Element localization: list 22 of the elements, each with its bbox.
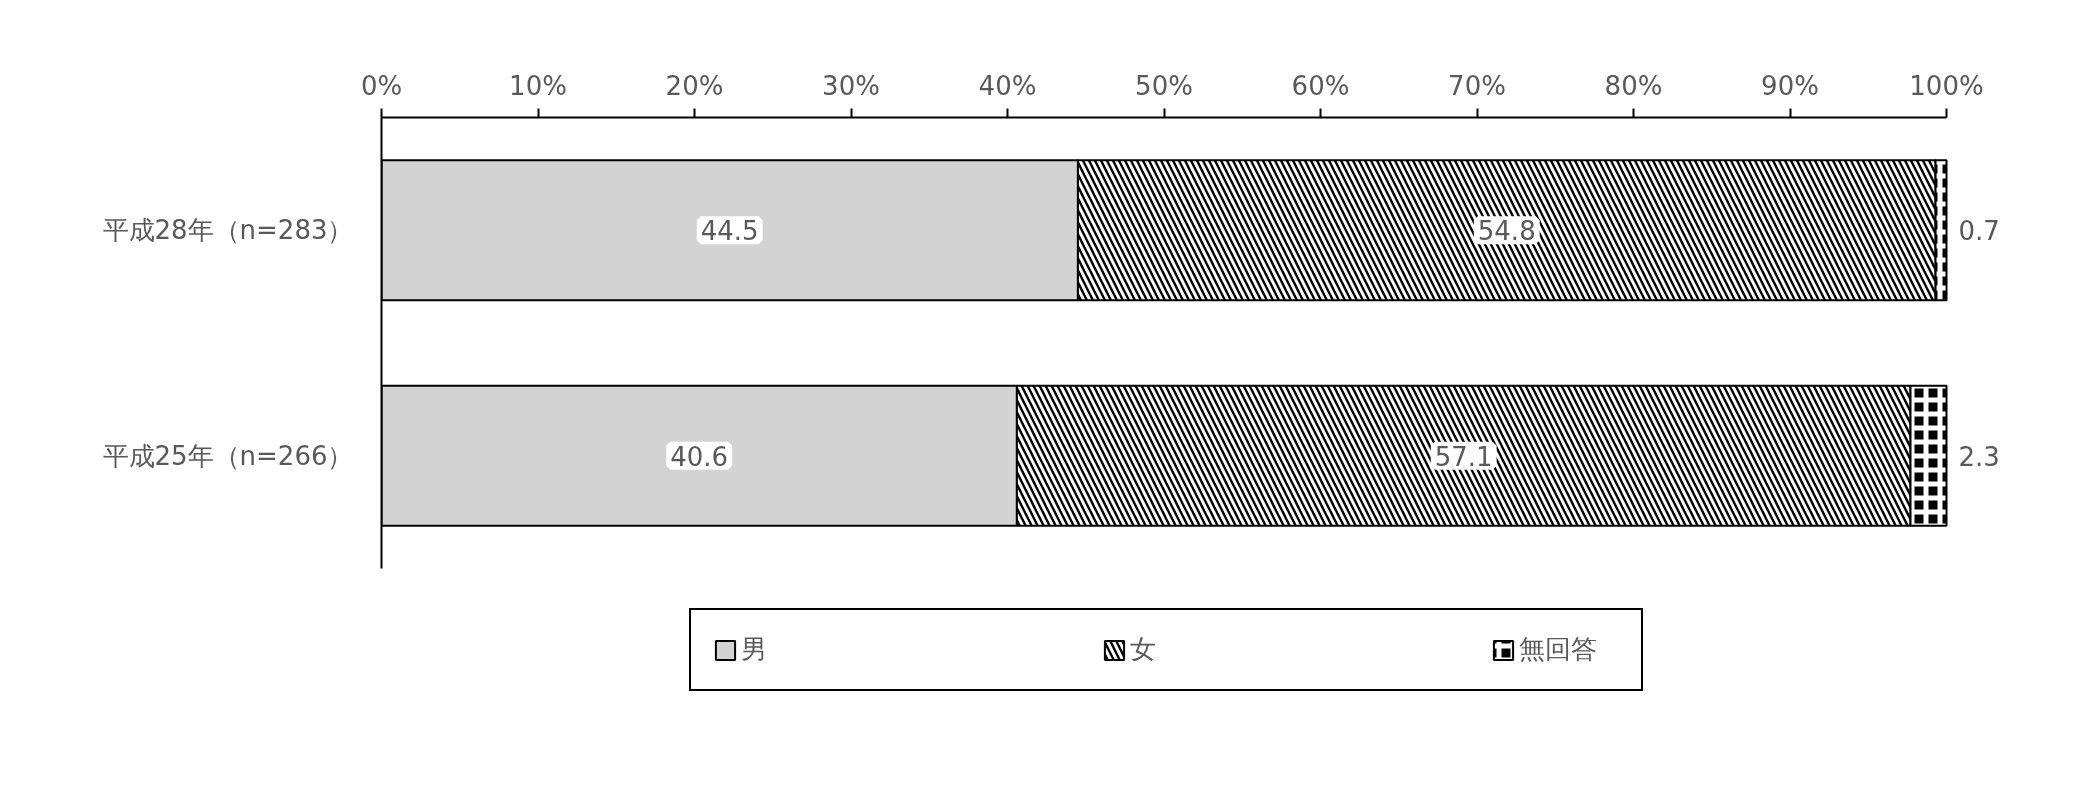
legend-label: 無回答	[1518, 633, 1598, 666]
legend-label: 女	[1129, 633, 1157, 666]
x-tick-label: 60%	[1291, 70, 1350, 101]
y-tick-label: 平成28年（n=283）	[102, 215, 354, 246]
data-label: 57.1	[1434, 441, 1493, 472]
y-tick-label: 平成25年（n=266）	[102, 440, 354, 471]
data-label: 0.7	[1958, 216, 2000, 247]
x-tick-label: 20%	[665, 70, 724, 101]
data-label: 2.3	[1958, 441, 2000, 472]
data-label: 54.8	[1477, 216, 1536, 247]
x-tick-label: 0%	[360, 70, 403, 101]
x-tick-label: 70%	[1448, 70, 1506, 101]
x-tick-label: 10%	[509, 70, 567, 101]
x-tick-label: 30%	[822, 70, 880, 101]
data-label: 44.5	[700, 216, 759, 247]
legend-label: 男	[740, 633, 768, 666]
x-tick-label: 50%	[1135, 70, 1193, 101]
x-tick-label: 100%	[1909, 70, 1984, 101]
x-tick-label: 90%	[1761, 70, 1819, 101]
data-label: 40.6	[670, 441, 729, 472]
x-tick-label: 80%	[1604, 70, 1663, 101]
x-tick-label: 40%	[978, 70, 1037, 101]
